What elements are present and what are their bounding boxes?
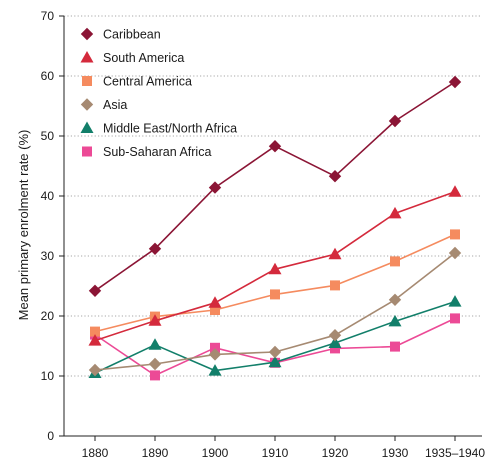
legend-label: Central America xyxy=(103,75,192,89)
data-point xyxy=(268,345,282,359)
x-tick-label: 1935–1940 xyxy=(425,446,485,460)
data-point xyxy=(268,262,282,275)
legend-marker xyxy=(82,76,92,86)
legend-marker xyxy=(80,27,94,41)
data-point xyxy=(390,256,400,267)
data-point xyxy=(208,296,222,308)
data-point xyxy=(148,357,162,371)
x-tick-labels: 1880 1890 1900 1910 1920 1930 1935–1940 xyxy=(82,446,486,460)
legend-marker xyxy=(82,146,92,157)
legend-label: Sub-Saharan Africa xyxy=(103,145,211,159)
x-tick-label: 1880 xyxy=(82,446,109,460)
data-point xyxy=(90,326,100,337)
data-point xyxy=(388,293,402,306)
series-group xyxy=(88,75,462,381)
y-tick-label: 0 xyxy=(47,429,54,443)
data-point xyxy=(390,341,400,352)
y-tick-label: 60 xyxy=(41,69,55,83)
data-point xyxy=(388,114,402,128)
y-tick-label: 10 xyxy=(41,369,55,383)
legend-label: Asia xyxy=(103,98,127,112)
data-point xyxy=(150,370,160,381)
data-point xyxy=(328,247,342,260)
legend: Caribbean South America Central America Asi… xyxy=(80,27,237,159)
y-tick-label: 20 xyxy=(41,309,55,323)
data-point xyxy=(450,229,460,240)
data-point xyxy=(208,181,222,194)
y-tick-label: 30 xyxy=(41,249,55,263)
gridlines xyxy=(64,15,482,377)
data-point xyxy=(148,242,162,255)
data-point xyxy=(148,338,162,350)
legend-item: Middle East/North Africa xyxy=(80,121,237,136)
y-tick-label: 70 xyxy=(41,9,55,23)
data-point xyxy=(330,343,340,354)
series-2 xyxy=(90,229,460,337)
data-point xyxy=(148,314,162,326)
y-axis-title: Mean primary enrolment rate (%) xyxy=(16,130,31,321)
data-point xyxy=(450,313,460,324)
data-point xyxy=(330,280,340,291)
legend-item: South America xyxy=(80,51,184,65)
legend-item: Sub-Saharan Africa xyxy=(82,145,211,159)
x-tick-label: 1920 xyxy=(322,446,349,460)
data-point xyxy=(448,246,462,260)
legend-item: Caribbean xyxy=(80,27,161,42)
data-point xyxy=(208,348,222,361)
y-tick-label: 50 xyxy=(41,129,55,143)
legend-item: Asia xyxy=(80,98,127,112)
x-tick-label: 1900 xyxy=(202,446,229,460)
data-point xyxy=(210,305,220,315)
data-point xyxy=(388,314,402,327)
legend-marker xyxy=(80,121,94,133)
legend-item: Central America xyxy=(82,75,192,89)
data-point xyxy=(328,336,342,348)
series-3 xyxy=(88,246,462,377)
legend-label: South America xyxy=(103,51,184,65)
data-point xyxy=(210,342,220,353)
y-tick-label: 40 xyxy=(41,189,55,203)
data-point xyxy=(448,185,462,197)
data-point xyxy=(448,295,462,307)
data-point xyxy=(388,206,402,219)
data-point xyxy=(328,170,342,183)
data-point xyxy=(448,75,462,89)
legend-marker xyxy=(80,51,94,63)
series-0 xyxy=(88,75,462,297)
legend-label: Caribbean xyxy=(103,28,161,42)
data-point xyxy=(88,334,102,346)
legend-marker xyxy=(80,98,94,111)
data-point xyxy=(328,329,342,342)
x-tick-label: 1930 xyxy=(382,446,409,460)
data-point xyxy=(208,364,222,376)
data-point xyxy=(88,284,102,297)
data-point xyxy=(268,355,282,368)
axes xyxy=(59,15,482,441)
x-tick-label: 1890 xyxy=(142,446,169,460)
y-tick-labels: 0 10 20 30 40 50 60 70 xyxy=(41,9,55,443)
x-tick-label: 1910 xyxy=(262,446,289,460)
data-point xyxy=(88,363,102,377)
legend-label: Middle East/North Africa xyxy=(103,122,237,136)
series-1 xyxy=(88,185,462,346)
data-point xyxy=(268,140,282,153)
data-point xyxy=(270,289,280,300)
